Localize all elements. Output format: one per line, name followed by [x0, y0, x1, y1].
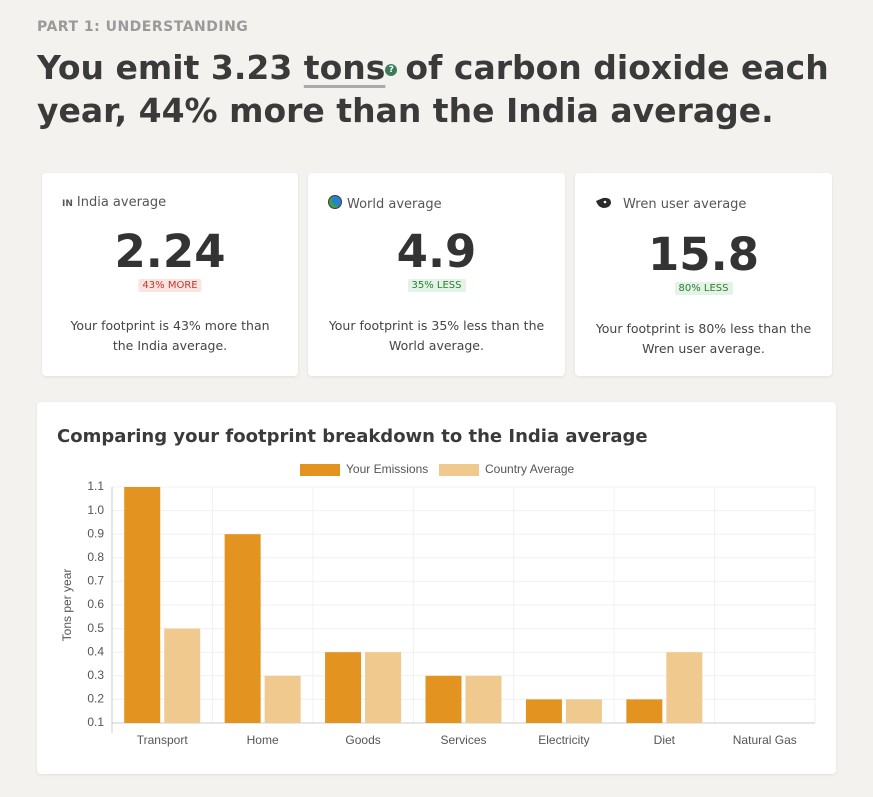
bar	[264, 675, 301, 723]
y-tick-label: 0.4	[87, 644, 104, 658]
chart: Comparing your footprint breakdown to th…	[57, 426, 816, 747]
bar	[124, 487, 161, 723]
bar	[164, 628, 201, 723]
card-label-text: World average	[347, 197, 442, 212]
x-tick-label: Natural Gas	[733, 733, 797, 747]
card: Wren user average 15.8 80% LESS Your foo…	[575, 173, 832, 376]
card-text: Your footprint is 43% more than the Indi…	[70, 318, 270, 353]
y-tick-label: 1.0	[87, 503, 104, 517]
x-tick-label: Electricity	[538, 733, 589, 747]
card: World average 4.9 35% LESS Your footprin…	[308, 173, 565, 376]
y-tick-label: 0.6	[87, 597, 104, 611]
legend-swatch	[439, 464, 479, 476]
bar	[325, 652, 362, 723]
headline-text: of carbon dioxide each year, 44% more th…	[37, 48, 829, 130]
legend-label: Your Emissions	[346, 462, 428, 476]
headline-text: You emit 3.23	[37, 48, 293, 87]
globe-icon	[328, 195, 342, 209]
y-tick-label: 0.5	[87, 621, 104, 635]
card-label-text: Wren user average	[623, 197, 747, 212]
bird-icon	[596, 197, 611, 208]
x-tick-label: Home	[247, 733, 279, 747]
y-tick-label: 0.2	[87, 692, 104, 706]
tons-link[interactable]: tons	[303, 48, 386, 87]
card-value: 15.8	[647, 228, 760, 281]
bar	[365, 652, 402, 723]
card-badge: 43% MORE	[138, 279, 202, 292]
y-tick-label: 0.1	[87, 715, 104, 729]
chart-title: Comparing your footprint breakdown to th…	[57, 426, 648, 447]
card-value: 2.24	[114, 225, 226, 278]
card-label: Wren user average	[595, 197, 746, 212]
card-badge: 80% LESS	[674, 282, 733, 295]
bar	[425, 675, 462, 723]
card-label: IN India average	[62, 195, 166, 210]
card-text: Your footprint is 80% less than the Wren…	[595, 321, 812, 356]
y-axis-title: Tons per year	[60, 569, 74, 642]
chart-card: Comparing your footprint breakdown to th…	[37, 402, 836, 774]
x-tick-label: Diet	[654, 733, 676, 747]
x-tick-label: Services	[440, 733, 486, 747]
legend-swatch	[300, 464, 340, 476]
bar	[666, 652, 703, 723]
legend-label: Country Average	[485, 462, 574, 476]
headline: You emit 3.23 tons? of carbon dioxide eac…	[37, 46, 837, 132]
y-tick-label: 1.1	[87, 479, 104, 493]
card-label-text: India average	[76, 195, 167, 210]
bar	[525, 699, 562, 723]
y-tick-label: 0.3	[87, 668, 104, 682]
kicker: PART 1: UNDERSTANDING	[37, 19, 249, 35]
help-icon[interactable]: ?	[385, 63, 398, 76]
y-tick-label: 0.9	[87, 526, 104, 540]
x-tick-label: Transport	[137, 733, 189, 747]
card-label: World average	[328, 195, 442, 212]
x-tick-label: Goods	[345, 733, 380, 747]
bar	[224, 534, 261, 723]
card-text: Your footprint is 35% less than the Worl…	[328, 318, 545, 353]
card-value: 4.9	[396, 225, 477, 278]
bar	[465, 675, 502, 723]
flag-icon: IN	[62, 199, 73, 209]
bar	[626, 699, 663, 723]
y-tick-label: 0.7	[87, 574, 104, 588]
card-badge: 35% LESS	[407, 279, 466, 292]
y-tick-label: 0.8	[87, 550, 104, 564]
card: IN India average 2.24 43% MORE Your footp…	[42, 173, 298, 376]
bar	[565, 699, 602, 723]
